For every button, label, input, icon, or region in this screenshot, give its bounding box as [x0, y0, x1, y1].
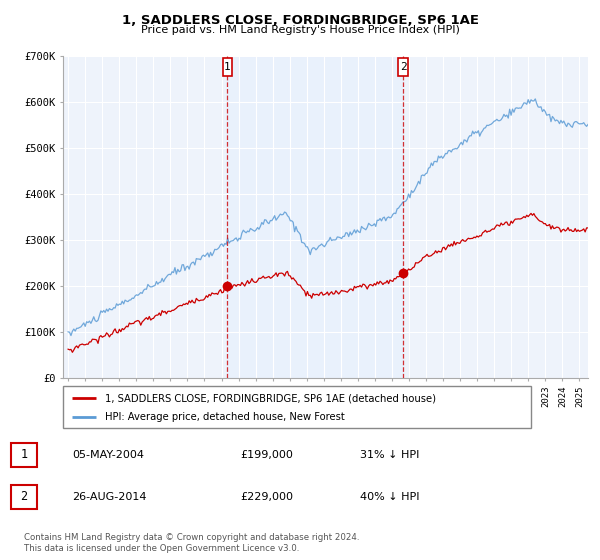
FancyBboxPatch shape: [398, 58, 408, 76]
Text: 05-MAY-2004: 05-MAY-2004: [72, 450, 144, 460]
Text: 1, SADDLERS CLOSE, FORDINGBRIDGE, SP6 1AE: 1, SADDLERS CLOSE, FORDINGBRIDGE, SP6 1A…: [121, 14, 479, 27]
Text: 26-AUG-2014: 26-AUG-2014: [72, 492, 146, 502]
FancyBboxPatch shape: [223, 58, 232, 76]
Bar: [227, 56, 403, 378]
Text: £229,000: £229,000: [240, 492, 293, 502]
Text: 31% ↓ HPI: 31% ↓ HPI: [360, 450, 419, 460]
Text: 2: 2: [400, 62, 406, 72]
Text: Price paid vs. HM Land Registry's House Price Index (HPI): Price paid vs. HM Land Registry's House …: [140, 25, 460, 35]
FancyBboxPatch shape: [63, 386, 531, 428]
Text: 1: 1: [20, 449, 28, 461]
Text: 40% ↓ HPI: 40% ↓ HPI: [360, 492, 419, 502]
Text: £199,000: £199,000: [240, 450, 293, 460]
Text: 2: 2: [20, 491, 28, 503]
Text: HPI: Average price, detached house, New Forest: HPI: Average price, detached house, New …: [105, 412, 345, 422]
Text: Contains HM Land Registry data © Crown copyright and database right 2024.
This d: Contains HM Land Registry data © Crown c…: [24, 533, 359, 553]
Text: 1, SADDLERS CLOSE, FORDINGBRIDGE, SP6 1AE (detached house): 1, SADDLERS CLOSE, FORDINGBRIDGE, SP6 1A…: [105, 393, 436, 403]
Text: 1: 1: [224, 62, 231, 72]
